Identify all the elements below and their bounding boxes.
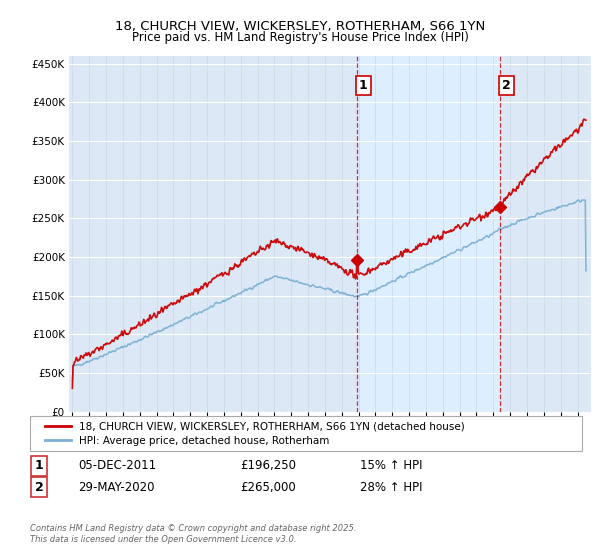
Legend: 18, CHURCH VIEW, WICKERSLEY, ROTHERHAM, S66 1YN (detached house), HPI: Average p: 18, CHURCH VIEW, WICKERSLEY, ROTHERHAM, … [41, 417, 469, 450]
Text: 1: 1 [359, 79, 368, 92]
Text: 28% ↑ HPI: 28% ↑ HPI [360, 480, 422, 494]
Text: Contains HM Land Registry data © Crown copyright and database right 2025.
This d: Contains HM Land Registry data © Crown c… [30, 524, 356, 544]
FancyBboxPatch shape [30, 416, 582, 451]
Text: £196,250: £196,250 [240, 459, 296, 473]
Text: Price paid vs. HM Land Registry's House Price Index (HPI): Price paid vs. HM Land Registry's House … [131, 31, 469, 44]
Text: £265,000: £265,000 [240, 480, 296, 494]
Bar [357, 56, 500, 412]
Text: 2: 2 [35, 480, 43, 494]
Text: 1: 1 [35, 459, 43, 473]
Text: 18, CHURCH VIEW, WICKERSLEY, ROTHERHAM, S66 1YN: 18, CHURCH VIEW, WICKERSLEY, ROTHERHAM, … [115, 20, 485, 32]
Text: 05-DEC-2011: 05-DEC-2011 [78, 459, 156, 473]
Text: 2: 2 [502, 79, 511, 92]
Text: 15% ↑ HPI: 15% ↑ HPI [360, 459, 422, 473]
Text: 29-MAY-2020: 29-MAY-2020 [78, 480, 155, 494]
